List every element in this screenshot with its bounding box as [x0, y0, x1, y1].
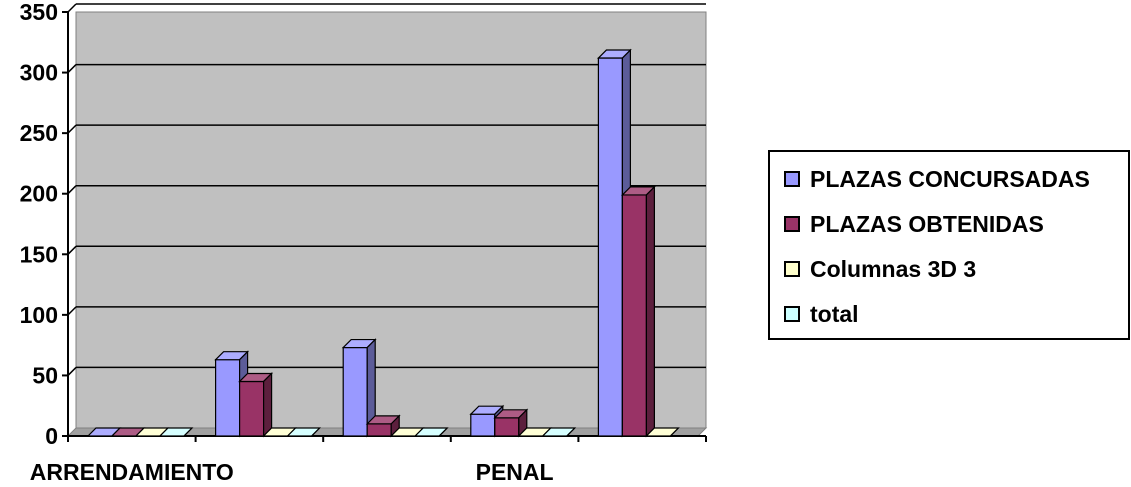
bar-side: [645, 185, 656, 438]
y-tick-label: 150: [20, 241, 58, 267]
gridline-depth: [67, 124, 77, 134]
bar: [238, 372, 274, 438]
legend-item-concursadas: PLAZAS CONCURSADAS: [784, 164, 1090, 194]
bar: [541, 427, 577, 437]
bar: [620, 185, 656, 438]
legend-item-total: total: [784, 299, 859, 329]
legend-item-obtenidas: PLAZAS OBTENIDAS: [784, 209, 1044, 239]
legend-label: total: [810, 300, 859, 327]
bar-front: [215, 359, 241, 437]
legend: PLAZAS CONCURSADAS PLAZAS OBTENIDAS Colu…: [768, 150, 1130, 340]
bar-side: [263, 372, 273, 438]
gridline-depth: [67, 64, 77, 74]
category-label: PENAL: [476, 459, 554, 485]
legend-label: PLAZAS OBTENIDAS: [810, 210, 1044, 237]
y-tick-label: 250: [20, 120, 58, 146]
gridline-depth: [67, 306, 77, 316]
bar-front: [470, 413, 496, 437]
legend-swatch-obtenidas: [784, 216, 800, 232]
bar: [413, 427, 449, 437]
bars: [86, 48, 680, 438]
category-labels: ARRENDAMIENTO PENAL: [30, 459, 554, 485]
y-tick-labels: 0 50 100 150 200 250 300 350: [20, 0, 58, 449]
bar: [596, 48, 632, 438]
bar: [365, 414, 401, 438]
bar-front: [239, 380, 265, 437]
bar: [286, 427, 322, 437]
bar-front: [366, 423, 392, 437]
bar-side: [183, 427, 193, 437]
y-tick-label: 300: [20, 60, 58, 86]
legend-swatch-concursadas: [784, 171, 800, 187]
bar-front: [342, 346, 368, 437]
y-tick-label: 50: [32, 362, 58, 388]
bar-front: [597, 57, 624, 437]
category-label: ARRENDAMIENTO: [30, 459, 234, 485]
y-tick-label: 200: [20, 181, 58, 207]
bar-side: [438, 427, 448, 437]
bar-front: [494, 417, 520, 437]
y-tick-label: 350: [20, 0, 58, 25]
legend-swatch-total: [784, 306, 800, 322]
chart-canvas: 0 50 100 150 200 250 300 350 ARRENDAMIENTO PENAL: [20, 0, 708, 485]
gridline-depth: [67, 245, 77, 255]
bar-side: [669, 427, 679, 437]
y-tick-label: 100: [20, 302, 58, 328]
bar-side: [311, 427, 321, 437]
bar: [158, 427, 194, 437]
legend-swatch-columnas: [784, 261, 800, 277]
gridline-depth: [67, 366, 77, 376]
legend-label: Columnas 3D 3: [810, 255, 977, 282]
y-tick-label: 0: [45, 423, 58, 449]
bar-front: [621, 194, 648, 437]
bar-side: [566, 427, 576, 437]
bar: [644, 427, 680, 437]
gridline-depth: [67, 3, 77, 13]
legend-item-columnas: Columnas 3D 3: [784, 254, 976, 284]
gridline-depth: [67, 185, 77, 195]
legend-label: PLAZAS CONCURSADAS: [810, 165, 1090, 192]
